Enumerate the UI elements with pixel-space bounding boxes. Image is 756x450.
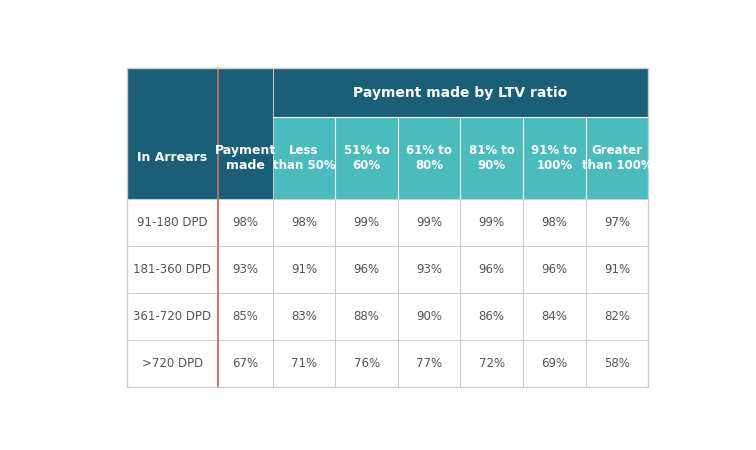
Bar xyxy=(127,292,648,340)
Text: 97%: 97% xyxy=(604,216,630,229)
Text: 90%: 90% xyxy=(416,310,442,323)
Text: 99%: 99% xyxy=(354,216,380,229)
Text: Payment made by LTV ratio: Payment made by LTV ratio xyxy=(353,86,568,99)
Text: 91%: 91% xyxy=(291,263,317,275)
Text: 91% to
100%: 91% to 100% xyxy=(531,144,578,172)
Text: 96%: 96% xyxy=(354,263,380,275)
Text: 67%: 67% xyxy=(232,357,259,369)
Text: 91-180 DPD: 91-180 DPD xyxy=(137,216,208,229)
Text: 85%: 85% xyxy=(232,310,259,323)
Bar xyxy=(127,68,648,387)
Text: 91%: 91% xyxy=(604,263,630,275)
Text: 96%: 96% xyxy=(479,263,505,275)
Text: Greater
than 100%: Greater than 100% xyxy=(581,144,652,172)
Text: 71%: 71% xyxy=(291,357,317,369)
Text: 99%: 99% xyxy=(416,216,442,229)
Text: 84%: 84% xyxy=(541,310,567,323)
Bar xyxy=(127,246,648,292)
Bar xyxy=(127,117,273,198)
Text: 77%: 77% xyxy=(416,357,442,369)
Text: 86%: 86% xyxy=(479,310,505,323)
Text: 98%: 98% xyxy=(541,216,567,229)
Text: 96%: 96% xyxy=(541,263,567,275)
Bar xyxy=(273,117,336,198)
Text: 72%: 72% xyxy=(479,357,505,369)
Bar xyxy=(127,198,648,246)
Bar xyxy=(460,117,523,198)
Text: 98%: 98% xyxy=(232,216,259,229)
Text: 51% to
60%: 51% to 60% xyxy=(344,144,389,172)
Text: 361-720 DPD: 361-720 DPD xyxy=(133,310,212,323)
Text: 61% to
80%: 61% to 80% xyxy=(406,144,452,172)
Text: 69%: 69% xyxy=(541,357,567,369)
Text: 88%: 88% xyxy=(354,310,380,323)
Bar xyxy=(398,117,460,198)
Bar xyxy=(127,68,648,117)
Text: 98%: 98% xyxy=(291,216,317,229)
Text: Less
than 50%: Less than 50% xyxy=(273,144,336,172)
Text: 81% to
90%: 81% to 90% xyxy=(469,144,515,172)
Text: In Arrears: In Arrears xyxy=(138,151,207,164)
Text: Payment
made: Payment made xyxy=(215,144,276,172)
Bar xyxy=(336,117,398,198)
Text: 181-360 DPD: 181-360 DPD xyxy=(133,263,212,275)
Bar xyxy=(586,117,648,198)
Bar xyxy=(127,340,648,387)
Text: 58%: 58% xyxy=(604,357,630,369)
Text: 83%: 83% xyxy=(291,310,317,323)
Text: 76%: 76% xyxy=(354,357,380,369)
Text: 93%: 93% xyxy=(232,263,259,275)
Bar xyxy=(523,117,586,198)
Text: >720 DPD: >720 DPD xyxy=(141,357,203,369)
Text: 99%: 99% xyxy=(479,216,505,229)
Text: 82%: 82% xyxy=(604,310,630,323)
Text: 93%: 93% xyxy=(416,263,442,275)
